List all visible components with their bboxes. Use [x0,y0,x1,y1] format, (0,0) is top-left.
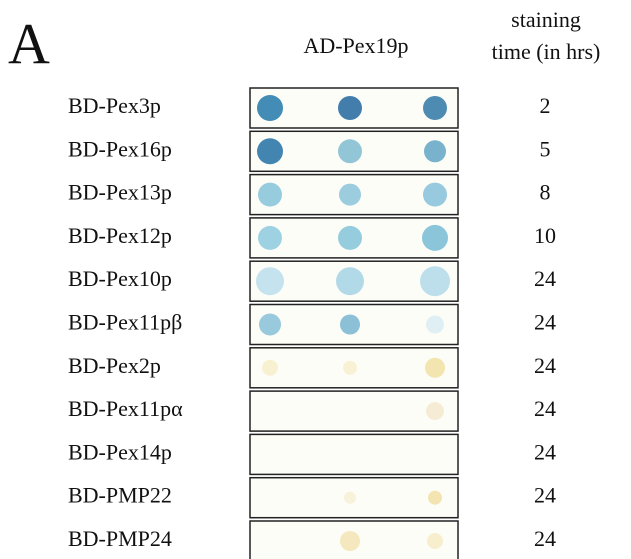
colony-spot [340,531,360,551]
staining-time: 24 [534,526,556,551]
colony-spot [259,314,281,336]
colony-spot [428,491,442,505]
row-label: BD-PMP22 [68,483,172,508]
figure: A AD-Pex19p staining time (in hrs) BD-Pe… [0,0,631,559]
row-label: BD-Pex10p [68,266,172,291]
row-label: BD-Pex13p [68,180,172,205]
colony-spot [422,225,448,251]
colony-spot [425,358,445,378]
staining-time: 24 [534,439,556,464]
colony-spot [426,316,444,334]
panel-label: A [8,11,50,76]
staining-time: 24 [534,353,556,378]
colony-spot [338,96,362,120]
colony-spot [426,402,444,420]
column-header: AD-Pex19p [303,33,408,58]
row-label: BD-Pex3p [68,93,161,118]
row-label: BD-Pex2p [68,353,161,378]
colony-spot [343,361,357,375]
colony-spot [257,138,283,164]
colony-spot [423,96,447,120]
row-label: BD-Pex14p [68,439,172,464]
row-label: BD-Pex11pβ [68,310,182,335]
row-label: BD-PMP24 [68,526,172,551]
staining-time: 24 [534,396,556,421]
staining-time: 8 [540,180,551,205]
row-label: BD-Pex16p [68,136,172,161]
colony-spot [336,267,364,295]
staining-time: 24 [534,483,556,508]
staining-time: 24 [534,310,556,335]
row-label: BD-Pex12p [68,223,172,248]
colony-spot [258,226,282,250]
colony-spot [424,140,446,162]
colony-spot [257,95,283,121]
time-header: staining [511,7,581,32]
colony-spot [339,184,361,206]
colony-spot [262,360,278,376]
colony-spot [423,183,447,207]
row-label: BD-Pex11pα [68,396,183,421]
colony-spot [338,226,362,250]
colony-spot [256,267,284,295]
colony-spot [338,139,362,163]
colony-spot [427,533,443,549]
colony-spot [258,183,282,207]
colony-spot [420,266,450,296]
colony-spot [344,492,356,504]
staining-time: 10 [534,223,556,248]
staining-time: 24 [534,266,556,291]
plate-row [250,434,458,474]
staining-time: 5 [540,136,551,161]
time-header: time (in hrs) [492,39,601,64]
staining-time: 2 [540,93,551,118]
colony-spot [340,315,360,335]
